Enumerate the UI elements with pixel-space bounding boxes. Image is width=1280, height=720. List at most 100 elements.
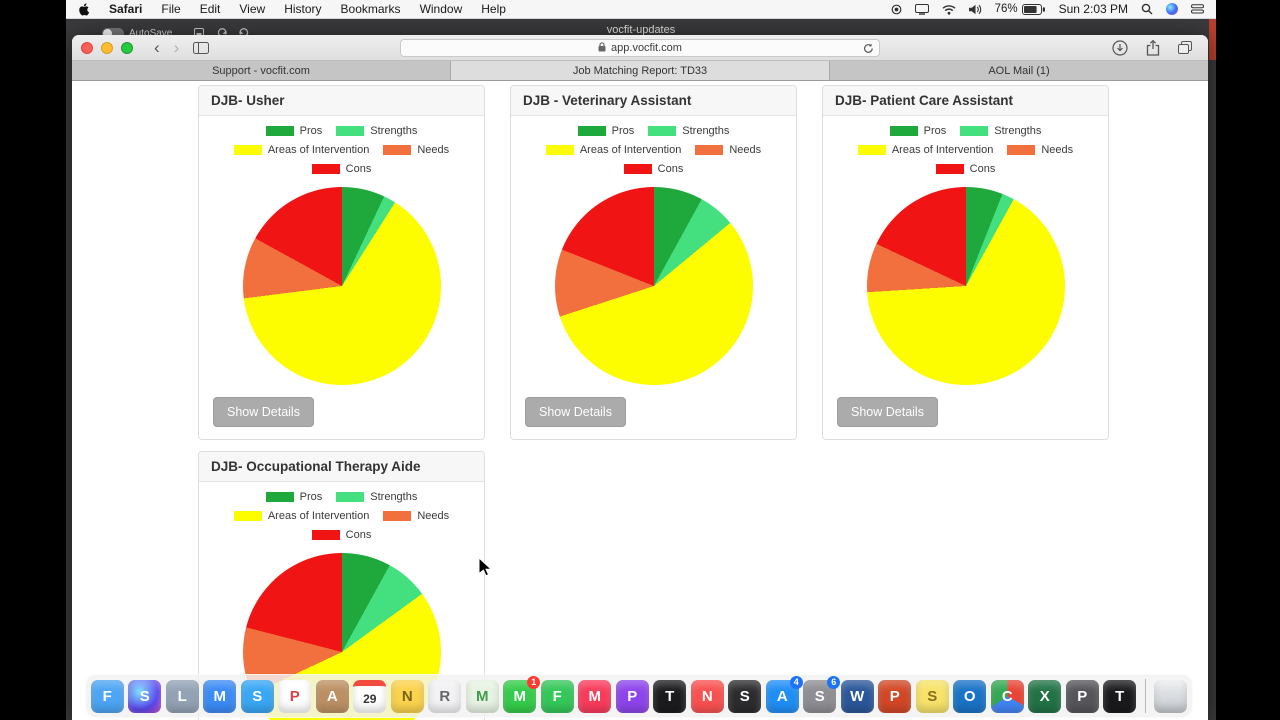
dock-trash-icon[interactable] [1154,679,1188,713]
volume-icon[interactable] [968,4,982,15]
legend-row: Areas of Intervention Needs [199,144,484,156]
dock-news-icon[interactable]: N [690,679,724,713]
show-details-button[interactable]: Show Details [213,397,314,427]
dock-icon-glyph: M [213,687,227,705]
dock-finder-icon[interactable]: F [90,679,124,713]
legend-item-cons[interactable]: Cons [311,163,372,175]
screen-record-icon[interactable] [891,4,902,15]
dock-siri-icon[interactable]: S [128,679,162,713]
dock-icon-glyph: S [139,687,150,705]
legend-swatch [383,145,412,155]
battery-indicator[interactable]: 76% [995,3,1046,15]
dock-powerpoint-icon[interactable]: P [878,679,912,713]
menu-bar-clock[interactable]: Sun 2:03 PM [1058,2,1128,16]
downloads-icon[interactable] [1105,39,1135,56]
tab-overview-icon[interactable] [1171,41,1199,54]
show-details-button[interactable]: Show Details [837,397,938,427]
legend-row: Pros Strengths [511,125,796,137]
screen: Safari File Edit View History Bookmarks Window… [66,0,1216,720]
legend-item-needs[interactable]: Needs [695,144,761,156]
menu-history[interactable]: History [284,2,322,16]
menu-safari[interactable]: Safari [109,2,143,16]
menu-edit[interactable]: Edit [199,2,221,16]
dock-facetime-icon[interactable]: F [540,679,574,713]
legend-item-strengths[interactable]: Strengths [336,491,417,503]
wifi-icon[interactable] [942,4,956,15]
dock-launchpad-icon[interactable]: L [165,679,199,713]
forward-button[interactable]: › [173,37,180,57]
close-button[interactable] [81,41,93,54]
dock-terminal-icon[interactable]: T [1103,679,1137,713]
dock-archive-icon[interactable]: A [315,679,349,713]
dock-stickies-icon[interactable]: S [915,679,949,713]
legend-row: Cons [511,163,796,175]
legend-item-pros[interactable]: Pros [577,125,634,137]
dock-chrome-icon[interactable]: C [990,679,1024,713]
menu-file[interactable]: File [161,2,181,16]
display-icon[interactable] [914,3,929,15]
legend-item-needs[interactable]: Needs [383,510,449,522]
dock-maps-icon[interactable]: M [465,679,499,713]
share-icon[interactable] [1139,39,1167,56]
legend-swatch [233,145,262,155]
dock-calendar-icon[interactable]: 29 [353,679,387,713]
dock-stocks-icon[interactable]: S [728,679,762,713]
autosave-switch-icon[interactable] [102,27,124,39]
browser-tab[interactable]: AOL Mail (1) [830,61,1208,80]
dock-reminders-icon[interactable]: R [428,679,462,713]
legend-item-pros[interactable]: Pros [265,491,322,503]
legend-item-strengths[interactable]: Strengths [648,125,729,137]
legend-swatch [889,126,918,136]
legend-item-strengths[interactable]: Strengths [960,125,1041,137]
dock-excel-icon[interactable]: X [1028,679,1062,713]
legend-item-areas-of-intervention[interactable]: Areas of Intervention [857,144,993,156]
legend-item-cons[interactable]: Cons [935,163,995,175]
show-details-button[interactable]: Show Details [525,397,626,427]
dock-separator [1144,679,1146,713]
minimize-button[interactable] [101,41,113,54]
legend-item-pros[interactable]: Pros [265,125,322,137]
apple-menu-icon[interactable] [78,2,91,17]
dock-printer-icon[interactable]: P [1065,679,1099,713]
zoom-button[interactable] [121,41,133,54]
legend-item-areas-of-intervention[interactable]: Areas of Intervention [233,144,369,156]
dock-mail-icon[interactable]: M [203,679,237,713]
autosave-toggle[interactable]: AutoSave [102,27,172,39]
dock-word-icon[interactable]: W [840,679,874,713]
menu-help[interactable]: Help [481,2,506,16]
menu-view[interactable]: View [239,2,266,16]
legend-item-areas-of-intervention[interactable]: Areas of Intervention [233,510,369,522]
browser-tab[interactable]: Support - vocfit.com [72,61,451,80]
notification-center-icon[interactable] [1191,4,1204,14]
menu-bookmarks[interactable]: Bookmarks [340,2,401,16]
legend-swatch [383,511,412,521]
menu-window[interactable]: Window [419,2,463,16]
dock-safari-icon[interactable]: S [240,679,274,713]
dock-notes-icon[interactable]: N [390,679,424,713]
dock-icon-glyph: F [552,687,562,705]
sidebar-toggle-icon[interactable] [186,41,216,54]
dock-music-icon[interactable]: M [578,679,612,713]
siri-icon[interactable] [1166,3,1178,15]
browser-tab[interactable]: Job Matching Report: TD33 [451,61,830,80]
legend-item-areas-of-intervention[interactable]: Areas of Intervention [545,144,681,156]
legend-item-needs[interactable]: Needs [1007,144,1073,156]
dock-podcasts-icon[interactable]: P [615,679,649,713]
legend-label: Cons [345,163,372,175]
legend-row: Cons [823,163,1108,175]
legend-item-pros[interactable]: Pros [889,125,946,137]
reload-icon[interactable] [863,43,874,57]
legend-item-cons[interactable]: Cons [623,163,683,175]
spotlight-search-icon[interactable] [1141,3,1153,15]
legend-item-needs[interactable]: Needs [383,144,449,156]
dock-outlook-icon[interactable]: O [953,679,987,713]
back-button[interactable]: ‹ [154,37,160,57]
address-bar[interactable]: app.vocfit.com [400,39,880,57]
legend-item-cons[interactable]: Cons [311,529,371,541]
dock-photos-icon[interactable]: P [278,679,312,713]
dock-tv-icon[interactable]: T [653,679,687,713]
legend-item-strengths[interactable]: Strengths [336,125,417,137]
